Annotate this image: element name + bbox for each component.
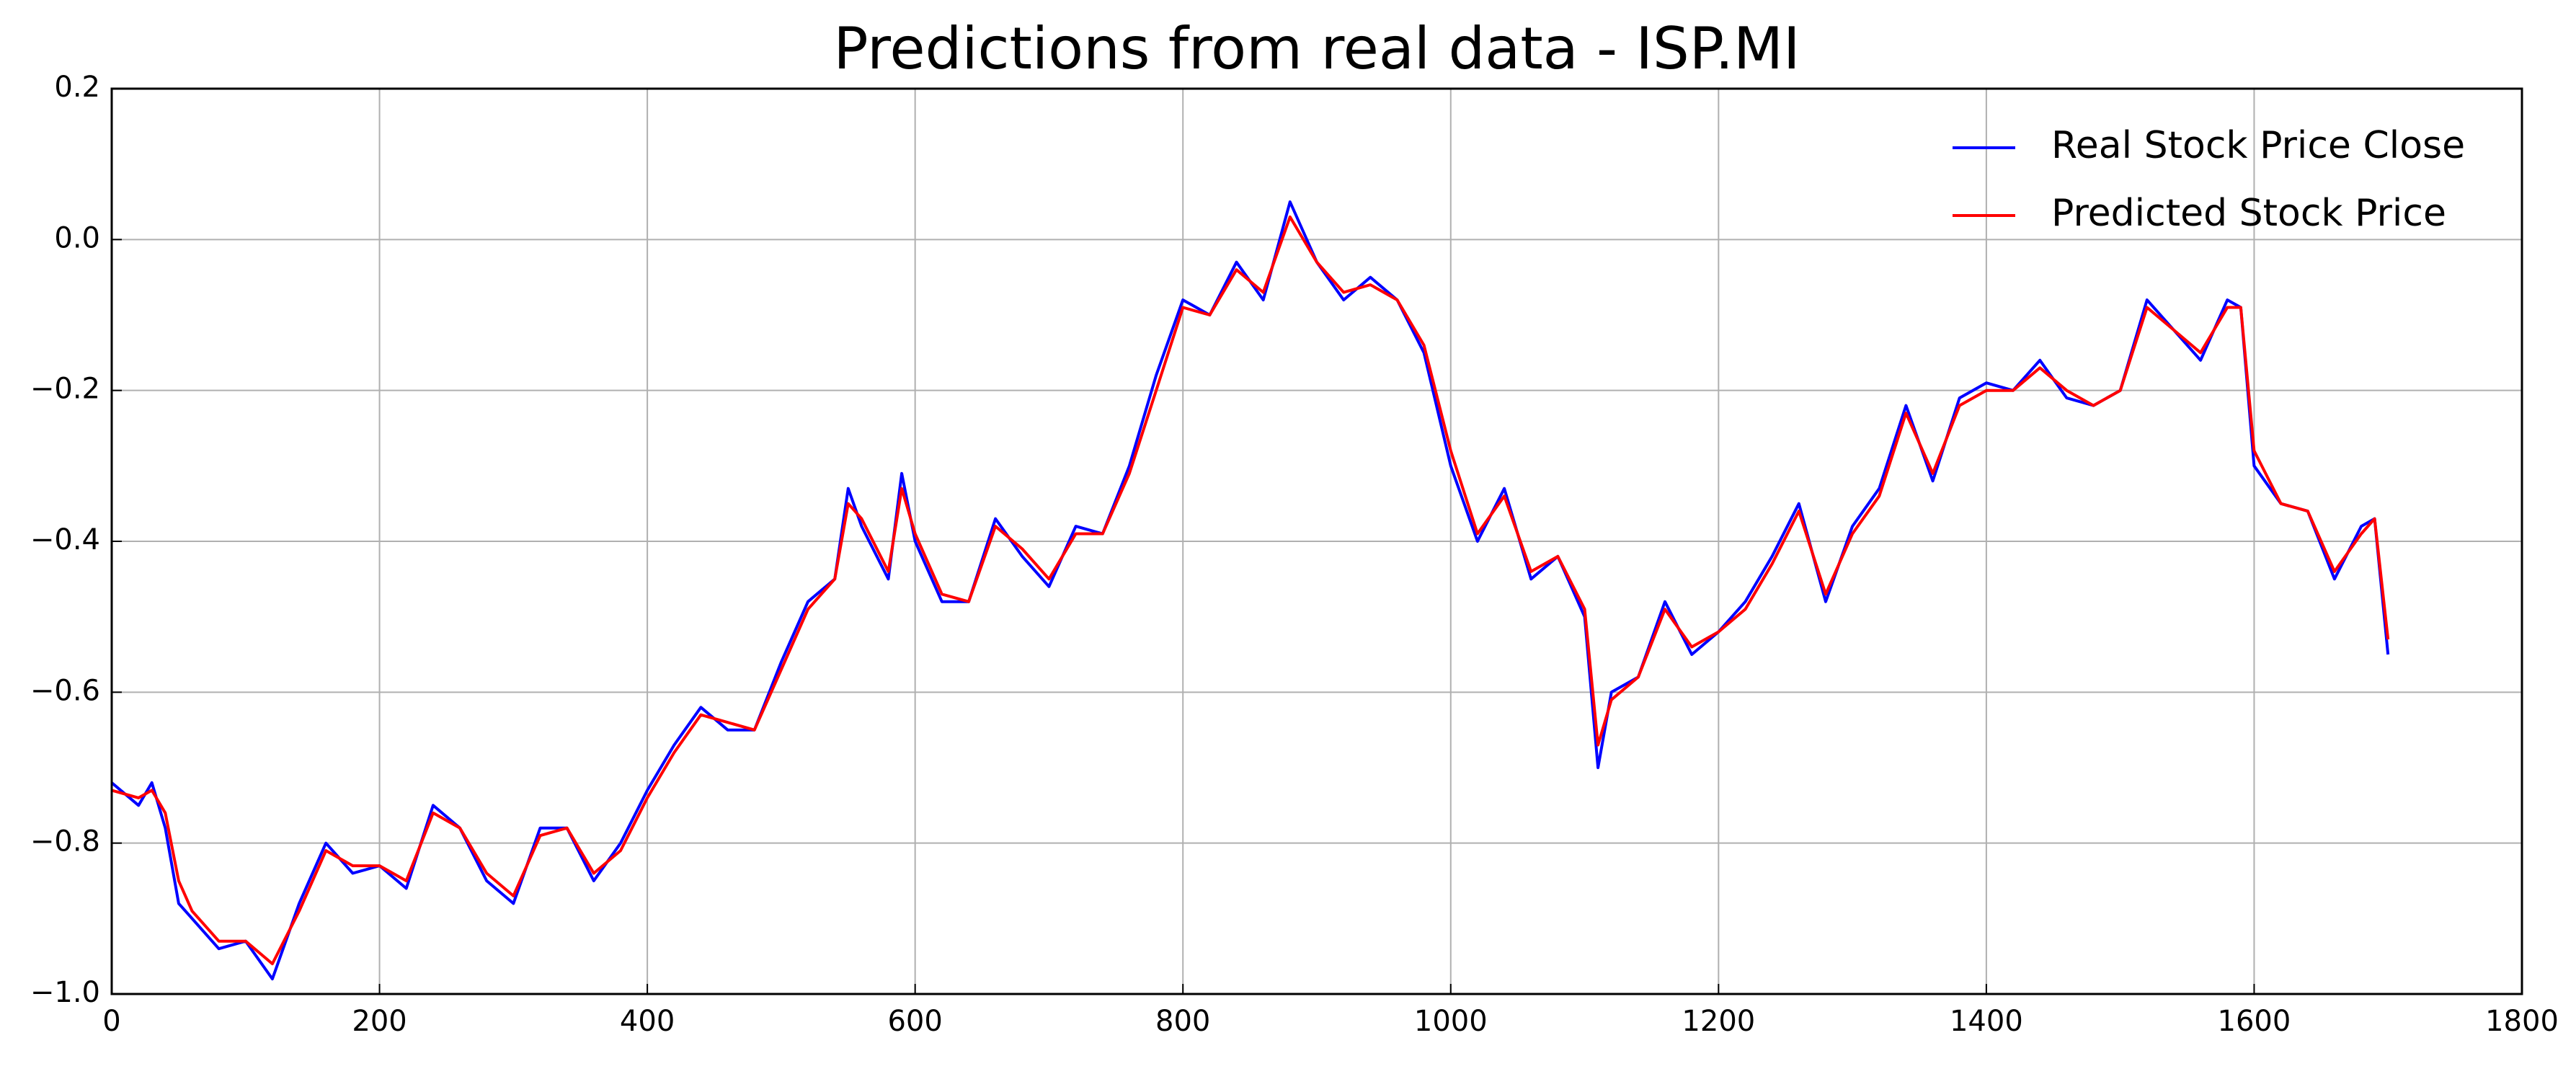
series-line xyxy=(111,215,2390,966)
x-tick-label: 1600 xyxy=(2218,1005,2291,1038)
x-tick-label: 600 xyxy=(887,1005,942,1038)
legend-label: Real Stock Price Close xyxy=(2051,124,2465,167)
x-tick-label: 400 xyxy=(620,1005,675,1038)
plot-frame xyxy=(110,87,2523,995)
x-tick-label: 1000 xyxy=(1414,1005,1488,1038)
y-tick-label: −0.2 xyxy=(30,373,100,406)
x-tick-label: 1800 xyxy=(2485,1005,2559,1038)
x-tick-label: 1400 xyxy=(1950,1005,2023,1038)
series-line xyxy=(110,200,2390,981)
chart-title: Predictions from real data - ISP.MI xyxy=(833,15,1800,82)
y-tick-label: 0.2 xyxy=(54,71,100,104)
y-tick-label: −0.8 xyxy=(30,825,100,858)
y-tick-label: 0.0 xyxy=(54,221,100,254)
y-tick-label: −0.4 xyxy=(30,523,100,556)
x-tick-label: 0 xyxy=(102,1005,120,1038)
x-tick-label: 800 xyxy=(1155,1005,1210,1038)
y-tick-label: −0.6 xyxy=(30,674,100,707)
legend-label: Predicted Stock Price xyxy=(2051,192,2446,235)
y-tick-label: −1.0 xyxy=(30,976,100,1009)
x-tick-label: 1200 xyxy=(1682,1005,1755,1038)
x-tick-label: 200 xyxy=(352,1005,407,1038)
